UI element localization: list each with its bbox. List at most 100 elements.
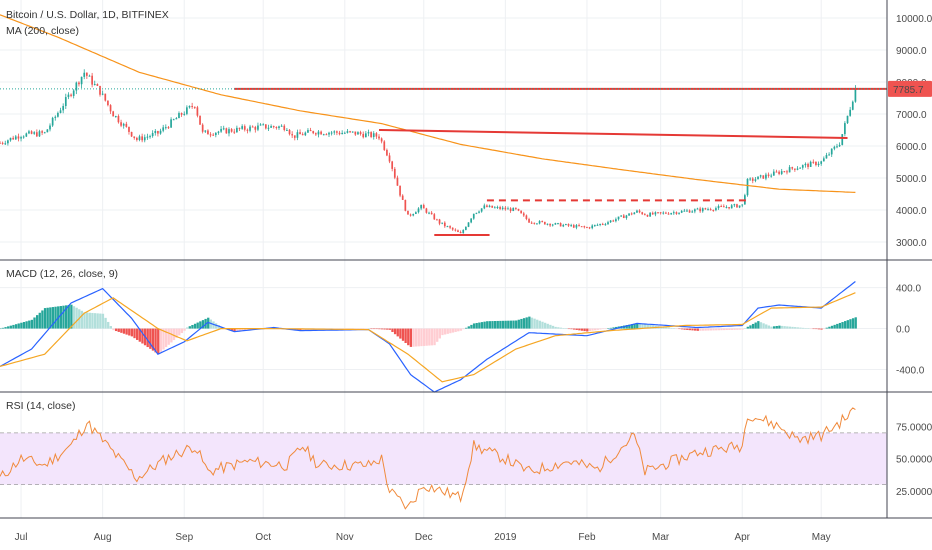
macd-bar: [844, 321, 847, 329]
macd-bar: [701, 328, 705, 331]
candle-body: [336, 131, 338, 133]
macd-bar: [754, 322, 757, 329]
candle-body: [617, 216, 620, 220]
macd-bar: [738, 328, 742, 330]
macd-bar: [101, 313, 105, 329]
candle-body: [622, 215, 625, 219]
axis-tick-label: 75.0000: [896, 422, 932, 433]
macd-bar: [415, 328, 418, 347]
macd-bar: [367, 328, 370, 330]
candle-body: [133, 136, 136, 138]
macd-bar: [59, 306, 62, 329]
candle-body: [143, 137, 146, 141]
axis-tick-label: 6000.0: [896, 142, 927, 153]
macd-bar: [720, 328, 723, 331]
candle-body: [551, 224, 554, 226]
candle-body: [286, 129, 288, 131]
macd-bar: [75, 307, 78, 329]
candle-body: [391, 161, 394, 169]
candle-body: [496, 207, 499, 209]
macd-bar: [851, 318, 855, 329]
macd-bar: [744, 328, 747, 329]
macd-bar: [551, 325, 555, 329]
macd-bar: [370, 328, 373, 330]
candle-body: [665, 212, 667, 214]
macd-bar: [725, 328, 728, 331]
candle-body: [509, 208, 512, 212]
candle-body: [178, 113, 180, 119]
candle-body: [383, 141, 386, 150]
macd-bar: [249, 328, 252, 330]
candle-body: [791, 167, 794, 169]
macd-bar: [699, 328, 702, 331]
macd-bar: [607, 328, 610, 329]
macd-bar: [117, 328, 120, 332]
candle-body: [212, 134, 215, 136]
macd-bar: [749, 325, 752, 329]
axis-tick-label: 7000.0: [896, 110, 927, 121]
candle-body: [122, 123, 125, 126]
candle-body: [222, 128, 225, 130]
macd-bar: [64, 305, 68, 329]
macd-bar: [680, 328, 684, 330]
macd-bar: [378, 328, 381, 330]
candle-body: [817, 163, 820, 166]
candle-body: [278, 126, 280, 129]
candle-body: [164, 127, 167, 129]
candle-body: [757, 176, 759, 180]
candle-body: [22, 136, 25, 138]
candle-body: [141, 136, 143, 141]
candle-body: [62, 106, 65, 111]
candle-body: [436, 219, 438, 221]
macd-bar: [536, 319, 539, 329]
candle-body: [88, 75, 91, 77]
candle-body: [46, 129, 49, 133]
candle-body: [238, 127, 241, 129]
candle-body: [343, 132, 346, 134]
axis-tick-label: Feb: [578, 532, 596, 543]
macd-bar: [246, 328, 249, 331]
macd-indicator-label: MACD (12, 26, close, 9): [6, 268, 118, 280]
macd-bar: [430, 328, 434, 346]
candle-body: [762, 175, 765, 179]
candle-body: [454, 229, 457, 231]
macd-bar: [499, 320, 502, 329]
macd-bar: [570, 328, 573, 330]
macd-bar: [559, 327, 563, 329]
candle-body: [686, 210, 688, 212]
macd-bar: [243, 328, 247, 331]
candle-body: [351, 131, 354, 133]
macd-bar: [425, 328, 428, 346]
axis-tick-label: 9000.0: [896, 46, 927, 57]
last-price-badge-bg: [888, 80, 932, 97]
candle-body: [738, 205, 741, 208]
candle-body: [501, 207, 504, 209]
candle-body: [799, 167, 801, 169]
macd-bar: [412, 328, 415, 347]
candle-body: [591, 225, 594, 229]
candle-body: [493, 207, 496, 209]
candle-body: [759, 175, 762, 177]
macd-bar: [615, 326, 618, 329]
candle-body: [836, 146, 838, 148]
macd-bar: [483, 321, 486, 329]
macd-bar: [480, 322, 484, 329]
candle-body: [12, 137, 15, 140]
macd-bar: [186, 327, 189, 329]
candle-body: [533, 222, 536, 224]
macd-bar: [359, 328, 363, 330]
macd-bar: [357, 328, 360, 330]
macd-bar: [238, 328, 241, 332]
candle-body: [249, 126, 251, 131]
macd-bar: [209, 319, 213, 329]
macd-bar: [825, 327, 828, 329]
candle-body: [320, 131, 322, 135]
candle-body: [157, 131, 159, 134]
candle-body: [407, 210, 409, 215]
macd-bar: [9, 325, 12, 329]
macd-bar: [420, 328, 423, 347]
macd-bar: [393, 328, 397, 335]
macd-bar: [478, 322, 481, 329]
macd-bar: [70, 304, 73, 329]
